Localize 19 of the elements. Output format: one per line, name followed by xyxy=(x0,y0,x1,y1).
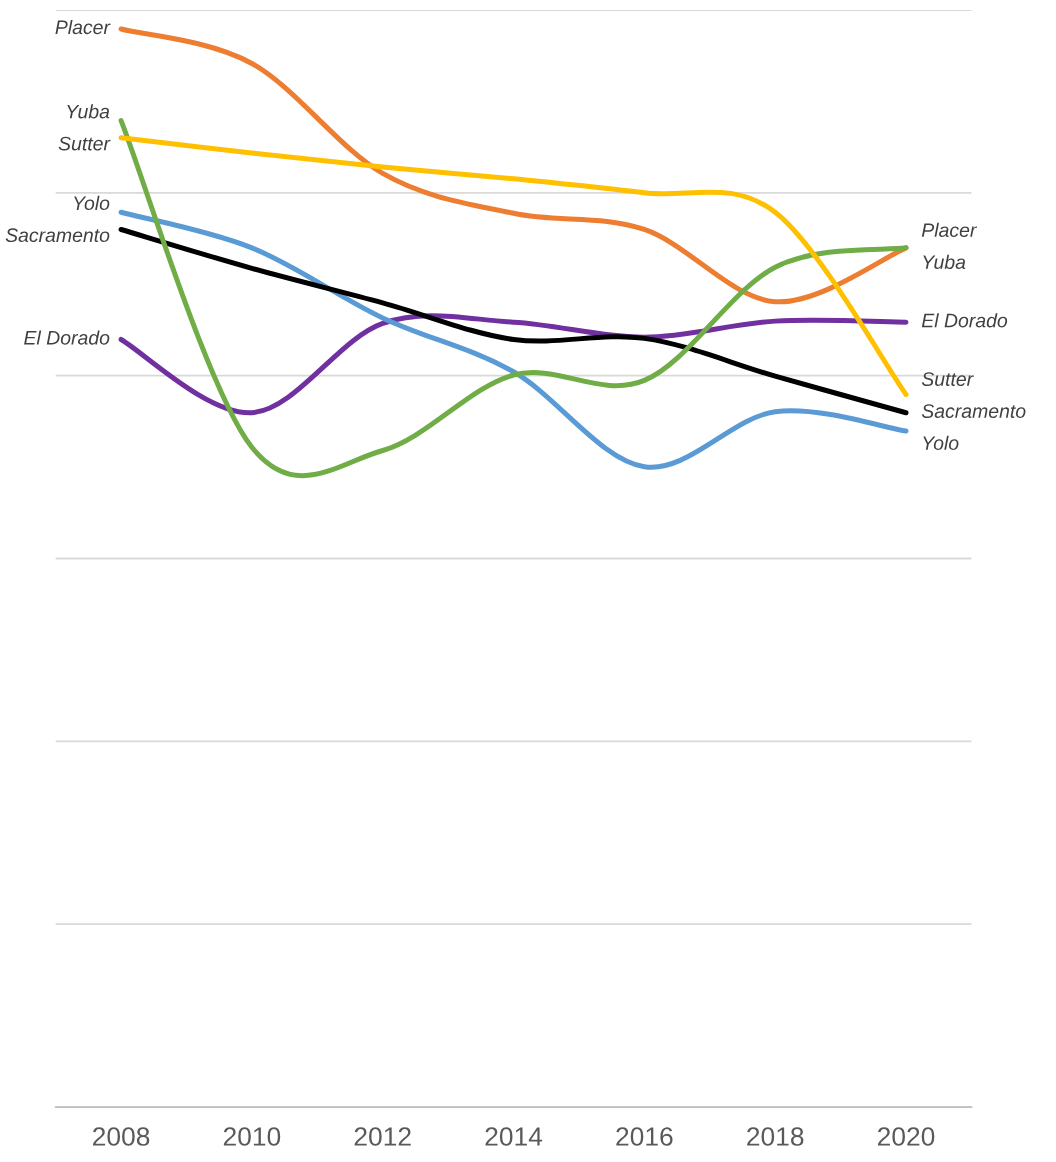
series-label: Sutter xyxy=(58,136,111,151)
x-tick-label: 2018 xyxy=(747,1127,804,1146)
x-tick-label: 2016 xyxy=(616,1127,673,1146)
text: Yuba xyxy=(923,254,966,270)
series-label: Sacramento xyxy=(5,228,110,243)
x-tick-label: 2014 xyxy=(485,1127,543,1146)
text: Yolo xyxy=(923,435,959,450)
series-label: El Dorado xyxy=(24,330,110,345)
series-label: Placer xyxy=(55,19,111,35)
series-label: Yolo xyxy=(74,195,110,211)
series-label: Yuba xyxy=(67,104,110,119)
x-tick-label: 2008 xyxy=(93,1127,150,1146)
text: Sacramento xyxy=(921,404,1026,418)
text: Sutter xyxy=(921,372,974,386)
text: El Dorado xyxy=(921,313,1008,328)
x-tick-label: 2012 xyxy=(354,1127,411,1146)
x-tick-label: 2010 xyxy=(223,1127,281,1146)
text: Placer xyxy=(921,222,978,238)
x-tick-label: 2020 xyxy=(877,1127,935,1146)
